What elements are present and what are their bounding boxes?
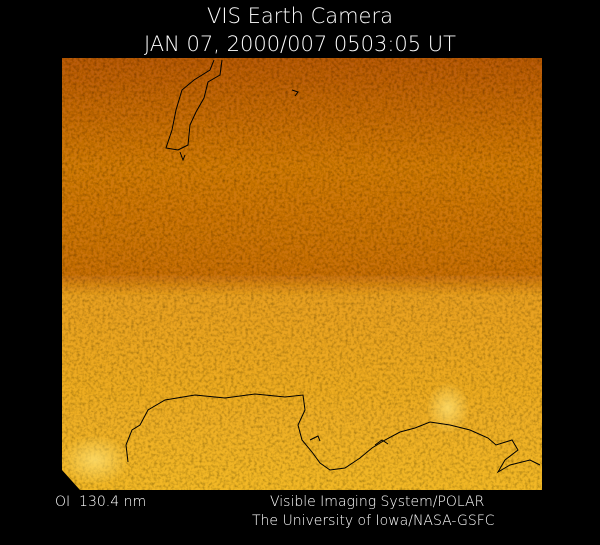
instrument: Visible Imaging System/POLAR: [270, 494, 485, 510]
title: VIS Earth Camera: [207, 4, 393, 28]
wavelength: OI 130.4 nm: [55, 494, 147, 510]
institution: The University of Iowa/NASA-GSFC: [252, 513, 495, 529]
coastlines: [125, 59, 541, 474]
timestamp: JAN 07, 2000/007 0503:05 UT: [143, 32, 457, 56]
bright-spot: [426, 382, 470, 434]
aurora-image: [62, 58, 542, 490]
bright-spot: [60, 435, 130, 485]
